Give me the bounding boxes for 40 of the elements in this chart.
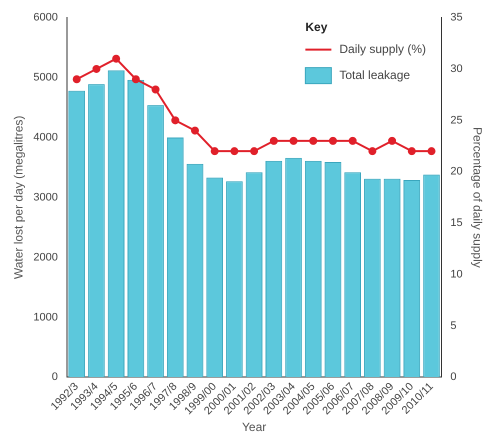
y2-axis-title: Percentage of daily supply — [470, 126, 484, 268]
point — [428, 147, 436, 156]
legend-label: Daily supply (%) — [339, 42, 426, 56]
point — [152, 86, 160, 94]
point — [230, 147, 238, 156]
point — [408, 147, 416, 156]
y-tick-label: 0 — [52, 371, 58, 384]
point — [112, 54, 120, 63]
point — [309, 136, 318, 145]
point — [290, 136, 298, 145]
y2-tick-label: 15 — [450, 217, 463, 230]
point — [368, 147, 376, 156]
y2-tick-label: 10 — [450, 268, 463, 280]
point — [72, 75, 81, 84]
point — [210, 147, 219, 156]
point — [328, 136, 337, 145]
legend-label: Total leakage — [339, 68, 410, 82]
point — [92, 64, 100, 73]
y-tick-label: 5000 — [33, 72, 58, 84]
y2-tick-label: 25 — [450, 114, 463, 126]
y-tick-label: 2000 — [33, 251, 58, 264]
y2-tick-label: 20 — [450, 166, 463, 178]
point — [348, 136, 357, 145]
y-axis-title: Water lost per day (megalitres) — [12, 116, 26, 280]
y-tick-label: 4000 — [33, 131, 58, 144]
point — [132, 75, 140, 84]
point — [388, 136, 396, 145]
point — [190, 126, 199, 135]
point — [171, 116, 180, 124]
y2-tick-label: 5 — [450, 320, 456, 332]
y2-tick-label: 35 — [450, 12, 463, 24]
y-tick-label: 6000 — [33, 12, 58, 24]
point — [250, 147, 258, 156]
y-tick-label: 1000 — [33, 311, 58, 324]
x-axis-title: Year — [242, 420, 266, 434]
legend-title: Key — [305, 20, 328, 34]
y2-tick-label: 30 — [450, 62, 463, 75]
point — [270, 136, 278, 145]
y-tick-label: 3000 — [33, 191, 58, 204]
y2-tick-label: 0 — [450, 371, 456, 384]
